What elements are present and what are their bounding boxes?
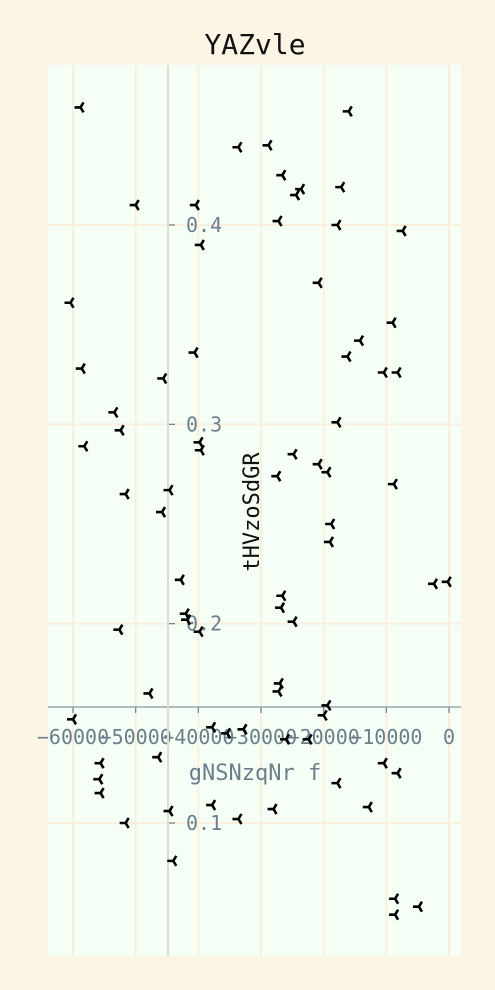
- x-tick-label: −20000: [288, 725, 360, 749]
- data-point: [342, 105, 353, 118]
- data-point: [272, 685, 283, 698]
- data-point: [321, 699, 332, 712]
- data-point: [143, 687, 154, 700]
- data-point: [174, 574, 185, 586]
- grid-lines: [48, 65, 461, 956]
- data-point: [94, 757, 105, 769]
- data-point: [194, 444, 205, 456]
- data-point: [189, 199, 200, 211]
- data-point: [64, 297, 75, 309]
- data-point: [396, 225, 407, 237]
- data-point: [193, 625, 204, 638]
- data-point: [377, 366, 388, 379]
- x-axis: −60000−50000−40000−30000−20000−10000 0: [37, 706, 461, 749]
- data-point: [391, 366, 402, 379]
- data-point: [75, 362, 86, 375]
- x-tick-label: −30000: [225, 725, 297, 749]
- data-point: [119, 817, 130, 829]
- data-point: [354, 334, 365, 347]
- data-point: [302, 733, 313, 745]
- data-point: [275, 602, 286, 614]
- data-point: [412, 901, 424, 913]
- data-point: [331, 416, 342, 429]
- data-point: [386, 317, 397, 329]
- data-point: [157, 372, 168, 385]
- x-axis-label: gNSNzqNr f: [189, 761, 321, 786]
- data-point: [155, 506, 167, 518]
- data-point: [331, 219, 342, 231]
- data-point: [267, 803, 278, 815]
- data-point: [237, 723, 248, 735]
- data-point: [290, 189, 301, 201]
- x-tick-label: −50000: [100, 725, 172, 749]
- data-point: [276, 169, 287, 181]
- data-point: [391, 767, 402, 779]
- data-point: [331, 777, 342, 789]
- data-point: [312, 458, 323, 470]
- data-point: [93, 773, 104, 785]
- data-point: [295, 183, 306, 195]
- y-axis-label: tHVzoSdGR: [240, 452, 265, 572]
- data-point: [280, 733, 291, 745]
- data-point: [389, 909, 400, 921]
- x-tick-label: −10000: [350, 725, 422, 749]
- data-point: [167, 855, 178, 867]
- data-point: [206, 799, 217, 811]
- data-point: [74, 101, 85, 114]
- data-point: [194, 239, 205, 251]
- data-point: [114, 424, 125, 436]
- data-point: [206, 721, 217, 733]
- data-point: [181, 614, 192, 626]
- data-point: [113, 623, 124, 636]
- data-point: [152, 751, 163, 763]
- data-point: [362, 801, 373, 813]
- data-point: [441, 576, 452, 588]
- y-tick-label: 0.3: [186, 412, 222, 436]
- data-point: [377, 757, 388, 769]
- data-point: [188, 346, 199, 359]
- data-point: [163, 805, 174, 817]
- data-point: [163, 484, 174, 496]
- data-points: [64, 101, 452, 921]
- data-point: [276, 590, 287, 602]
- data-point: [67, 713, 78, 726]
- data-point: [427, 578, 439, 590]
- data-point: [287, 616, 298, 628]
- data-point: [389, 893, 400, 905]
- data-point: [221, 727, 232, 739]
- data-point: [317, 709, 328, 722]
- data-point: [94, 787, 105, 799]
- data-point: [232, 141, 243, 153]
- data-point: [232, 813, 243, 825]
- y-tick-label: 0.2: [186, 612, 222, 636]
- data-point: [119, 488, 130, 500]
- data-point: [312, 277, 323, 289]
- data-point: [108, 406, 119, 419]
- x-tick-label: −60000: [37, 725, 109, 749]
- y-tick-label: 0.4: [186, 213, 222, 237]
- x-tick-label: −40000: [162, 725, 234, 749]
- plot-area: [48, 65, 461, 956]
- data-point: [387, 478, 398, 490]
- data-point: [321, 466, 332, 478]
- data-point: [287, 448, 298, 460]
- data-point: [129, 199, 140, 211]
- chart-title: YAZvle: [204, 28, 305, 61]
- y-tick-label: 0.1: [186, 811, 222, 835]
- data-point: [78, 440, 89, 452]
- x-tick-label: 0: [443, 725, 455, 749]
- data-point: [335, 181, 346, 193]
- data-point: [341, 350, 352, 363]
- data-point: [271, 470, 282, 482]
- y-axis: 0.1 0.2 0.3 0.4: [167, 65, 222, 956]
- data-point: [262, 139, 273, 151]
- data-point: [325, 518, 336, 530]
- data-point: [272, 215, 283, 227]
- data-point: [323, 536, 335, 548]
